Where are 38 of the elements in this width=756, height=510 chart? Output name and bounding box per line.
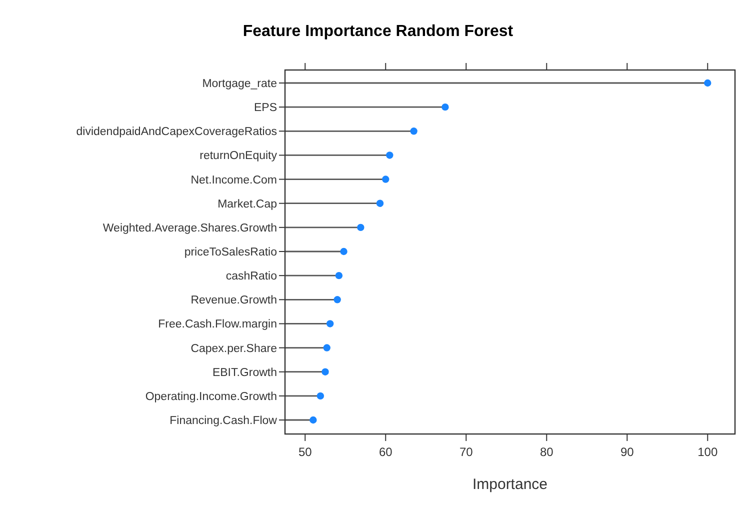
y-tick-label: dividendpaidAndCapexCoverageRatios [76, 126, 278, 138]
y-tick-label: returnOnEquity [200, 150, 278, 162]
y-tick-label: Market.Cap [218, 198, 277, 210]
y-tick-label: Financing.Cash.Flow [170, 415, 278, 427]
point [357, 224, 364, 232]
chart-title: Feature Importance Random Forest [242, 23, 514, 40]
point [442, 103, 449, 111]
x-tick-label: 100 [698, 445, 718, 459]
point [335, 272, 343, 280]
x-tick-label: 60 [378, 445, 393, 459]
x-tick-label: 70 [459, 445, 474, 459]
point [704, 79, 712, 87]
point [322, 368, 329, 376]
y-tick-label: Operating.Income.Growth [145, 390, 277, 403]
y-tick-label: EPS [254, 102, 278, 114]
x-tick-label: 80 [540, 445, 554, 459]
point [386, 152, 394, 159]
y-tick-label: Free.Cash.Flow.margin [158, 318, 277, 331]
x-axis-title: Importance [472, 476, 548, 493]
point [310, 416, 317, 424]
point [410, 128, 418, 135]
y-tick-label: Revenue.Growth [190, 294, 277, 307]
y-tick-label: cashRatio [226, 270, 277, 283]
point [382, 176, 390, 183]
point [323, 344, 330, 352]
point [316, 392, 324, 400]
point [340, 248, 348, 256]
point [376, 200, 384, 207]
x-tick-label: 90 [620, 445, 634, 459]
y-tick-label: Mortgage_rate [202, 78, 277, 90]
point [334, 296, 341, 304]
y-tick-label: priceToSalesRatio [184, 246, 277, 258]
y-tick-label: Weighted.Average.Shares.Growth [102, 222, 277, 234]
y-tick-label: Net.Income.Com [190, 174, 277, 186]
point [326, 320, 334, 328]
y-tick-label: EBIT.Growth [212, 366, 277, 379]
y-tick-label: Capex.per.Share [190, 342, 277, 355]
x-tick-label: 50 [298, 445, 312, 459]
